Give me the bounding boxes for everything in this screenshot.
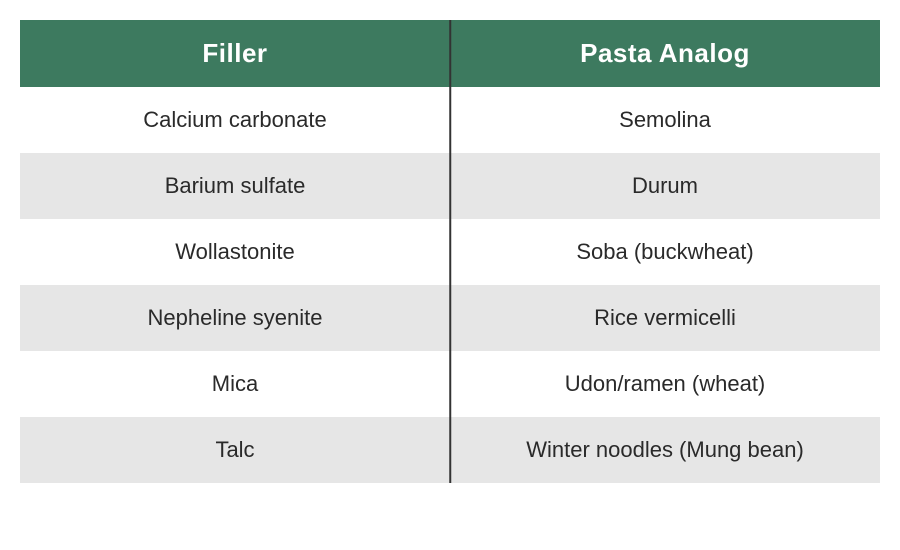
cell-analog: Durum [450, 153, 880, 219]
cell-analog: Soba (buckwheat) [450, 219, 880, 285]
cell-filler: Wollastonite [20, 219, 450, 285]
column-divider [449, 20, 451, 483]
cell-analog: Winter noodles (Mung bean) [450, 417, 880, 483]
cell-analog: Rice vermicelli [450, 285, 880, 351]
column-header-analog: Pasta Analog [450, 20, 880, 87]
cell-filler: Barium sulfate [20, 153, 450, 219]
cell-filler: Mica [20, 351, 450, 417]
cell-analog: Semolina [450, 87, 880, 153]
cell-filler: Talc [20, 417, 450, 483]
cell-analog: Udon/ramen (wheat) [450, 351, 880, 417]
column-header-filler: Filler [20, 20, 450, 87]
cell-filler: Nepheline syenite [20, 285, 450, 351]
cell-filler: Calcium carbonate [20, 87, 450, 153]
filler-analog-table-container: Filler Pasta Analog Calcium carbonate Se… [20, 20, 880, 483]
